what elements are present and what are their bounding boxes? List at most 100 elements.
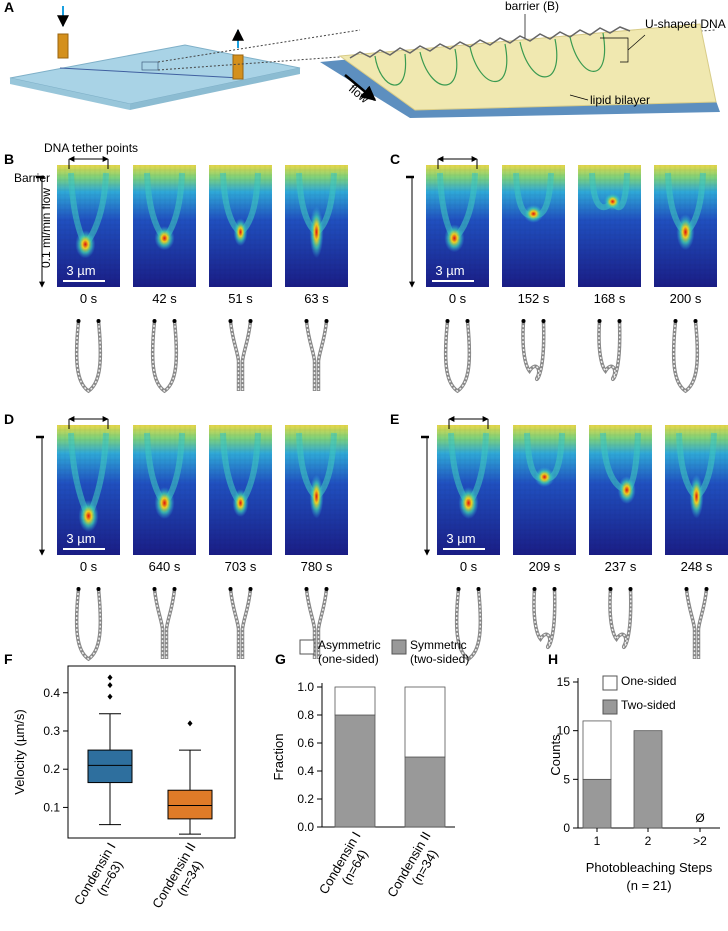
y-tick-label: 0.2 <box>43 762 60 776</box>
pixel-grid <box>57 165 120 287</box>
tether <box>704 587 709 591</box>
dna-schematic <box>532 587 557 650</box>
dna-schematic <box>521 319 546 382</box>
pixel-grid <box>285 425 348 555</box>
pixel-grid <box>209 425 272 555</box>
y-tick-label: 0.4 <box>43 686 60 700</box>
dna-schematic <box>74 587 103 662</box>
outlier <box>107 693 113 700</box>
outlier <box>107 674 113 681</box>
micrograph <box>209 425 272 555</box>
box <box>167 789 213 820</box>
micrograph <box>57 425 120 555</box>
dna-strand <box>685 588 708 659</box>
pixel-grid <box>589 425 652 555</box>
micrograph <box>209 165 272 287</box>
label: barrier (B) <box>505 0 559 13</box>
dna-schematic <box>228 587 253 659</box>
y-tick-label: 0.6 <box>297 736 314 750</box>
micrograph <box>285 165 348 287</box>
panel-label: C <box>390 151 400 167</box>
dna-strand <box>74 320 103 394</box>
time-label: 780 s <box>301 559 333 574</box>
tether <box>476 587 481 591</box>
pixel-grid <box>426 165 489 287</box>
tether <box>597 319 602 323</box>
y-tick-label: 5 <box>563 772 570 786</box>
dna-schematic <box>608 587 633 650</box>
y-tick-label: 0.0 <box>297 820 314 834</box>
legend-label: Two-sided <box>621 698 676 712</box>
pixel-grid <box>513 425 576 555</box>
x-tick-label-group: Condensin II(n=34) <box>149 840 205 911</box>
dna-strand <box>671 320 700 394</box>
pixel-grid <box>665 425 728 555</box>
legend-label: Asymmetric (one-sided) <box>318 638 381 666</box>
scale-label: 3 µm <box>435 263 464 278</box>
schematic <box>9 6 720 118</box>
dna-strand <box>228 320 253 391</box>
y-axis-label: Velocity (µm/s) <box>12 709 27 795</box>
outlier <box>107 682 113 689</box>
pixel-grid <box>285 165 348 287</box>
dna-schematic <box>304 319 329 391</box>
micrograph <box>578 165 641 287</box>
x-tick-label: 1 <box>594 834 601 848</box>
tether <box>465 319 470 323</box>
y-tick-label: 10 <box>557 724 571 738</box>
dna-strand <box>455 588 482 660</box>
dna-strand <box>75 320 102 392</box>
pixel-grid <box>209 165 272 287</box>
label: 0.1 ml/min flow <box>39 188 53 268</box>
tether <box>456 587 461 591</box>
tether <box>76 587 81 591</box>
bar-segment <box>404 686 446 758</box>
legend-swatch <box>391 639 407 655</box>
panel-label: F <box>4 651 13 667</box>
panel-label: A <box>4 0 14 15</box>
time-label: 42 s <box>152 291 177 306</box>
tether <box>628 587 633 591</box>
tether <box>608 587 613 591</box>
time-label: 0 s <box>460 559 478 574</box>
bar-segment <box>334 686 376 716</box>
tether <box>552 587 557 591</box>
time-label: 152 s <box>518 291 550 306</box>
tether <box>693 319 698 323</box>
legend-entry: Two-sided <box>621 698 676 712</box>
dna-schematic <box>597 319 622 382</box>
micrograph <box>426 165 489 287</box>
tether <box>96 319 101 323</box>
dna-strand <box>305 320 328 391</box>
dna-strand <box>684 588 709 659</box>
y-tick-label: 0.3 <box>43 724 60 738</box>
time-label: 51 s <box>228 291 253 306</box>
label: lipid bilayer <box>590 93 650 107</box>
legend-swatch <box>602 699 618 715</box>
dna-strand <box>153 588 176 659</box>
panel-label: H <box>548 651 558 667</box>
tether <box>152 587 157 591</box>
label: U-shaped DNA <box>645 17 726 31</box>
micrograph <box>133 165 196 287</box>
time-label: 209 s <box>529 559 561 574</box>
dna-strand <box>151 320 178 392</box>
micrograph <box>285 425 348 555</box>
y-tick-label: 1.0 <box>297 680 314 694</box>
time-label: 0 s <box>449 291 467 306</box>
label: Barrier <box>14 171 50 185</box>
y-tick-label: 0.1 <box>43 800 60 814</box>
tether <box>248 319 253 323</box>
x-axis-sublabel: (n = 21) <box>626 878 671 893</box>
panel-label: G <box>275 651 286 667</box>
time-label: 0 s <box>80 291 98 306</box>
dna-strand <box>521 320 546 382</box>
x-tick-label-group: Condensin I(n=64) <box>316 829 371 897</box>
x-tick-label: >2 <box>693 834 707 848</box>
dna-strand <box>532 588 557 650</box>
dna-schematic <box>443 319 472 394</box>
dna-schematic <box>684 587 709 659</box>
tether <box>172 319 177 323</box>
micrograph <box>654 165 717 287</box>
time-label: 63 s <box>304 291 329 306</box>
